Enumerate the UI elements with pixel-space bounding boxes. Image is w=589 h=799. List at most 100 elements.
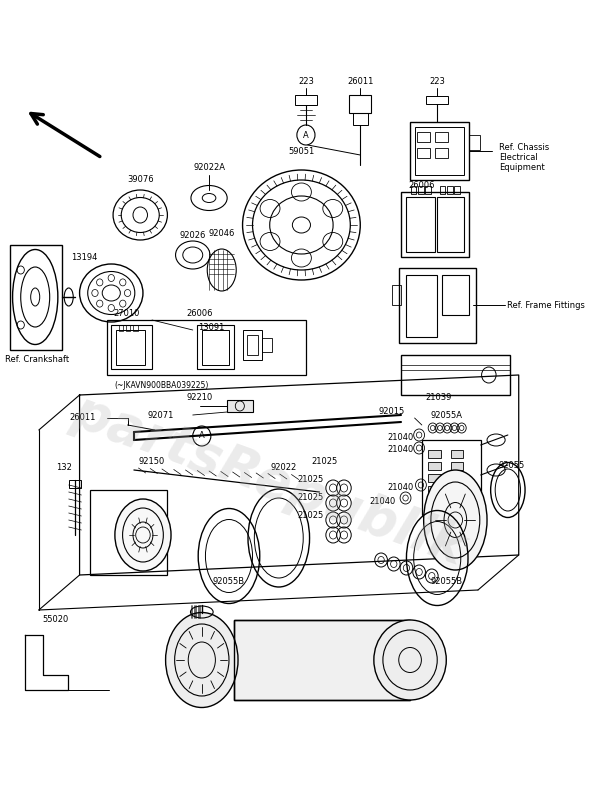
- Text: (~JKAVN900BBA039225): (~JKAVN900BBA039225): [114, 380, 209, 389]
- Bar: [10, 245, 62, 350]
- Circle shape: [97, 300, 103, 307]
- Bar: [349, 95, 371, 113]
- Text: 92055B: 92055B: [430, 578, 462, 586]
- Text: 26011: 26011: [347, 78, 373, 86]
- Bar: [126, 325, 130, 331]
- Bar: [353, 113, 368, 125]
- Text: 92071: 92071: [148, 411, 174, 419]
- Ellipse shape: [31, 288, 39, 306]
- Bar: [107, 320, 306, 375]
- Bar: [263, 338, 272, 352]
- Text: Ref. Crankshaft: Ref. Crankshaft: [5, 356, 69, 364]
- Text: 223: 223: [298, 78, 314, 86]
- Bar: [451, 462, 464, 470]
- Text: Ref. Frame Fittings: Ref. Frame Fittings: [507, 300, 585, 309]
- Bar: [406, 197, 435, 252]
- Text: 21040: 21040: [388, 483, 414, 492]
- Text: 223: 223: [429, 78, 445, 86]
- Text: 92022: 92022: [270, 463, 296, 472]
- Text: 92150: 92150: [139, 458, 165, 467]
- Bar: [116, 330, 145, 365]
- Circle shape: [120, 279, 126, 286]
- Bar: [227, 400, 253, 412]
- Ellipse shape: [166, 613, 238, 707]
- Bar: [440, 186, 445, 194]
- Bar: [111, 325, 152, 369]
- Text: 27010: 27010: [114, 309, 140, 319]
- Bar: [451, 486, 464, 494]
- Bar: [133, 325, 137, 331]
- Bar: [197, 325, 233, 369]
- Circle shape: [108, 275, 114, 281]
- Text: 92055: 92055: [498, 460, 525, 470]
- Text: Electrical: Electrical: [499, 153, 538, 162]
- Text: A: A: [199, 431, 205, 440]
- Bar: [243, 330, 263, 360]
- Text: 21025: 21025: [297, 511, 323, 519]
- Bar: [411, 186, 416, 194]
- Bar: [418, 148, 430, 158]
- Circle shape: [124, 289, 131, 296]
- Bar: [401, 355, 509, 395]
- Text: 26011: 26011: [69, 414, 95, 423]
- Bar: [401, 192, 469, 257]
- Text: 92210: 92210: [187, 393, 213, 403]
- Text: 92022A: 92022A: [193, 164, 225, 173]
- Text: 92046: 92046: [209, 229, 235, 237]
- Text: 21040: 21040: [370, 498, 396, 507]
- Text: 21040: 21040: [388, 446, 414, 455]
- Bar: [447, 186, 452, 194]
- Text: 132: 132: [56, 463, 72, 472]
- Text: A: A: [303, 130, 309, 140]
- Bar: [435, 132, 448, 142]
- Bar: [118, 325, 123, 331]
- Text: 21025: 21025: [311, 458, 337, 467]
- Ellipse shape: [423, 470, 487, 570]
- Bar: [399, 268, 476, 343]
- Text: 39076: 39076: [127, 176, 154, 185]
- Bar: [469, 135, 480, 150]
- Bar: [418, 186, 423, 194]
- Bar: [233, 620, 410, 700]
- Bar: [428, 450, 441, 458]
- Bar: [428, 474, 441, 482]
- Circle shape: [108, 304, 114, 312]
- Text: 13194: 13194: [71, 253, 97, 263]
- Text: 21040: 21040: [388, 434, 414, 443]
- Bar: [295, 95, 317, 105]
- Text: 92055A: 92055A: [431, 411, 462, 419]
- Text: 21025: 21025: [297, 475, 323, 484]
- Text: partsRepublik: partsRepublik: [65, 385, 472, 575]
- Circle shape: [92, 289, 98, 296]
- Bar: [455, 186, 460, 194]
- Bar: [428, 462, 441, 470]
- Ellipse shape: [115, 499, 171, 571]
- Text: 13091: 13091: [198, 323, 224, 332]
- Bar: [202, 330, 229, 365]
- Text: 21025: 21025: [297, 494, 323, 503]
- Ellipse shape: [374, 620, 446, 700]
- Circle shape: [97, 279, 103, 286]
- Text: 92015: 92015: [379, 407, 405, 416]
- Bar: [428, 486, 441, 494]
- Text: Ref. Chassis: Ref. Chassis: [499, 144, 549, 153]
- Bar: [392, 285, 401, 305]
- Text: 26006: 26006: [187, 309, 213, 319]
- Text: 55020: 55020: [42, 615, 68, 625]
- Circle shape: [120, 300, 126, 307]
- Bar: [91, 490, 167, 575]
- Text: 21039: 21039: [426, 393, 452, 403]
- Bar: [233, 620, 410, 700]
- Text: 92026: 92026: [180, 230, 206, 240]
- Text: 26006: 26006: [409, 181, 435, 189]
- Bar: [418, 132, 430, 142]
- Bar: [442, 275, 469, 315]
- Bar: [425, 186, 431, 194]
- Bar: [422, 440, 481, 515]
- Bar: [410, 122, 469, 180]
- Bar: [451, 474, 464, 482]
- Bar: [69, 480, 81, 488]
- Text: 59051: 59051: [288, 148, 315, 157]
- Text: Equipment: Equipment: [499, 164, 545, 173]
- Bar: [426, 96, 448, 104]
